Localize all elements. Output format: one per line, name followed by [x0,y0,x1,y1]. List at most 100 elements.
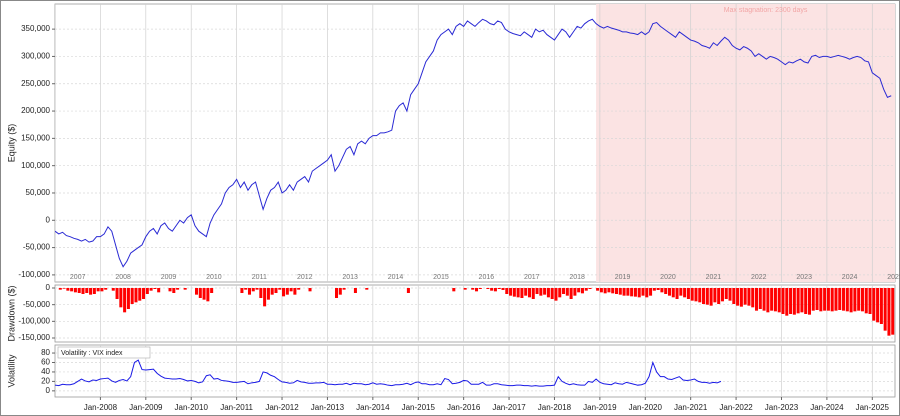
x-tick-label: Jan-2011 [220,403,253,412]
drawdown-bar [615,288,619,294]
drawdown-bar [755,288,759,311]
drawdown-bar [879,288,883,324]
legend-box [57,346,151,359]
drawdown-bar [872,288,876,321]
y-axis-title: Volatility [6,354,16,388]
drawdown-bar [611,288,615,294]
drawdown-bar [259,288,263,298]
year-label: 2013 [342,274,358,281]
line-series [55,18,892,268]
y-tick-label: 50,000 [26,188,51,197]
y-tick-label: -50,000 [23,243,51,252]
drawdown-bar [849,288,853,313]
year-label: 2014 [388,274,404,281]
y-tick-label: 0 [46,215,51,224]
drawdown-bar [100,288,104,292]
drawdown-bar [789,288,793,314]
drawdown-bar [520,288,524,298]
drawdown-bar [883,288,887,331]
drawdown-bar [546,288,550,298]
drawdown-bar [274,288,278,293]
drawdown-bar [308,288,312,292]
plot-layer [55,345,895,397]
drawdown-bar [584,288,588,291]
drawdown-bar [142,288,146,299]
drawdown-bar [800,288,804,313]
drawdown-bar [353,288,357,293]
drawdown-bar [524,288,528,296]
drawdown-bar [104,288,108,290]
line-series [55,359,722,387]
drawdown-bar [475,288,479,292]
drawdown-bar [649,288,653,296]
drawdown-bar [717,288,721,304]
drawdown-bar [845,288,849,312]
drawdown-bar [607,288,611,293]
drawdown-bar [202,288,206,300]
drawdown-bar [463,288,467,290]
drawdown-bar [603,288,607,294]
drawdown-bar [81,288,85,294]
drawdown-bar [876,288,880,323]
plot-layer [55,285,895,342]
year-label: 2018 [569,274,585,281]
drawdown-bar [773,288,777,312]
drawdown-bar [240,288,244,293]
drawdown-bar [285,288,289,295]
drawdown-bar [857,288,861,311]
year-label: 2023 [796,274,812,281]
drawdown-bar [732,288,736,304]
drawdown-bar [819,288,823,312]
drawdown-bar [497,288,501,289]
drawdown-bar [297,288,301,290]
drawdown-bar [796,288,800,314]
drawdown-bar [543,288,547,295]
drawdown-bar [656,288,660,290]
year-label: 2010 [206,274,222,281]
y-tick-label: 200,000 [21,106,50,115]
x-tick-label: Jan-2010 [175,403,209,412]
drawdown-bar [153,288,157,289]
drawdown-bar [728,288,732,301]
drawdown-bar [263,288,267,307]
drawdown-bar [505,288,509,294]
year-label: 2019 [615,274,631,281]
drawdown-bar [743,288,747,305]
drawdown-bar [172,288,176,293]
drawdown-bar [195,288,199,295]
drawdown-bar [747,288,751,306]
drawdown-bar [278,288,282,290]
drawdown-bar [134,288,138,303]
drawdown-bar [244,288,248,290]
x-tick-label: Jan-2016 [447,403,481,412]
stagnation-region [596,4,895,282]
drawdown-bar [157,288,161,293]
drawdown-bar [785,288,789,316]
drawdown-bar [62,288,66,289]
drawdown-bar [168,288,172,292]
x-tick-label: Jan-2021 [674,403,708,412]
y-tick-label: 100,000 [21,161,50,170]
drawdown-bar [705,288,709,305]
drawdown-bar [683,288,687,298]
drawdown-bar [807,288,811,315]
drawdown-bar [509,288,513,296]
y-tick-label: -100,000 [18,270,50,279]
x-tick-label: Jan-2014 [356,403,390,412]
y-tick-label: 300,000 [21,52,50,61]
drawdown-bar [92,288,96,294]
year-label: 2025 [887,274,900,281]
legend-label: Volatility : VIX index [61,350,123,357]
drawdown-bar [270,288,274,295]
drawdown-bar [838,288,842,310]
drawdown-bar [580,288,584,294]
drawdown-bar [247,288,251,295]
x-tick-label: Jan-2015 [402,403,436,412]
y-tick-label: 150,000 [21,133,50,142]
plot-layer [55,4,895,282]
drawdown-bar [573,288,577,296]
drawdown-bar [70,288,74,292]
drawdown-bar [115,288,119,299]
drawdown-bar [266,288,270,300]
drawdown-bar [89,288,93,295]
